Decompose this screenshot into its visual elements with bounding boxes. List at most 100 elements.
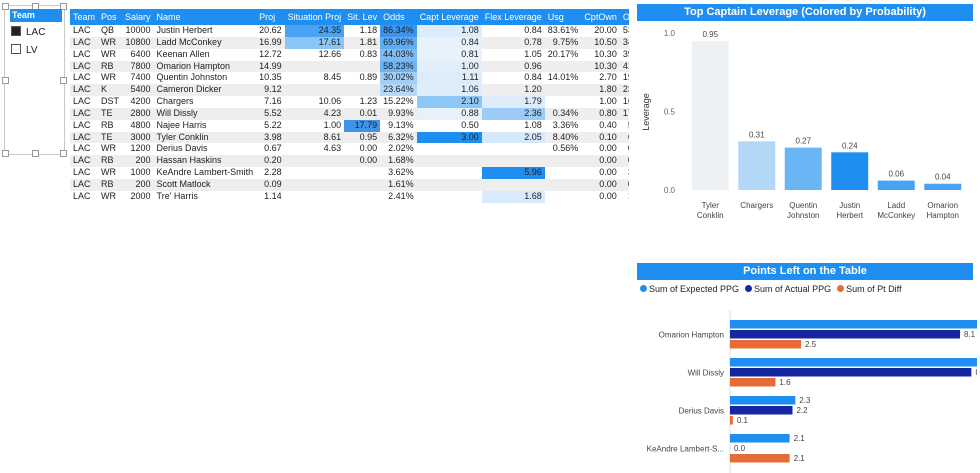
column-header[interactable]: Capt Leverage [416,9,482,25]
checkbox-checked-icon[interactable] [11,26,21,36]
table-row[interactable]: LAC WR 6400 Keenan Allen 12.72 12.66 0.83 44.03… [70,48,629,61]
table-row[interactable]: LAC K 5400 Cameron Dicker 9.12 23.64% 1.06 1.20… [70,84,629,97]
table-cell: LAC [73,119,91,130]
bar [730,358,977,367]
slicer-item-lv[interactable]: LV [11,44,38,58]
column-header[interactable]: Team [70,9,99,25]
table-cell: 14.99 [256,60,285,73]
bar [730,340,801,349]
table-row[interactable]: LAC RB 7800 Omarion Hampton 14.99 58.23% 1.00 0… [70,60,629,73]
table-cell: 4800 [130,119,151,130]
table-row[interactable]: LAC TE 2800 Will Dissly 5.52 4.23 0.01 9.93% 0.8… [70,107,629,120]
column-header[interactable]: Proj [256,9,285,25]
table-cell: 1.05 [524,48,542,59]
resize-handle[interactable] [60,3,67,10]
table-cell: RB [98,178,123,191]
table-row[interactable]: LAC QB 10000 Justin Herbert 20.62 24.35 1.18 86… [70,25,629,37]
table-cell: 0.56% [552,143,579,154]
table-row[interactable]: LAC WR 1000 KeAndre Lambert-Smith 2.28 3.62% 5… [70,167,629,179]
table-cell: Scott Matlock [153,178,257,191]
table-cell: LAC [70,84,99,97]
table-cell: WR [101,167,117,178]
table-cell: 0.40 [599,119,617,130]
legend-dot-icon [745,285,753,292]
checkbox-icon[interactable] [11,44,21,54]
resize-handle[interactable] [60,77,67,84]
column-header[interactable]: Own [619,9,629,25]
table-cell: Derius Davis [156,143,208,154]
x-tick-label: Ladd [887,201,905,210]
data-label: 1.6 [779,378,791,387]
legend-item[interactable]: Sum of Actual PPG [745,284,831,294]
table-cell: 1.79 [481,96,545,108]
x-tick-label: Chargers [740,201,773,210]
table-cell: 1.14 [264,190,282,201]
table-cell [545,167,582,179]
legend-item[interactable]: Sum of Pt Diff [837,284,901,294]
table-cell: WR [101,72,117,83]
x-tick-label: Tyler [702,201,720,210]
resize-handle[interactable] [2,150,9,157]
table-cell [344,84,381,97]
table-row[interactable]: LAC WR 1200 Derius Davis 0.67 4.63 0.00 2.02% 0.… [70,143,629,155]
bar [924,183,962,190]
table-cell: 0.67 [264,143,282,154]
table-row[interactable]: LAC DST 4200 Chargers 7.16 10.06 1.23 15.22% 2.1… [70,96,629,108]
resize-handle[interactable] [2,3,9,10]
resize-handle[interactable] [32,150,39,157]
resize-handle[interactable] [2,77,9,84]
column-header[interactable]: Flex Leverage [481,9,545,25]
table-cell: 0.83 [359,48,378,59]
column-header[interactable]: Situation Proj [284,9,345,25]
column-header[interactable]: CptOwn [581,9,620,25]
table-cell: 0.10 [581,131,620,144]
legend-item[interactable]: Sum of Expected PPG [640,284,739,294]
points-chart-legend: Sum of Expected PPG Sum of Actual PPG Sum … [640,284,907,296]
table-cell [284,84,345,97]
table-cell: 58.23% [380,60,417,73]
column-header[interactable]: Usg [544,9,582,25]
table-cell: 0.88 [416,107,482,120]
table-cell: 10.35 [259,72,282,83]
table-cell: 3.36% [552,119,579,130]
table-row[interactable]: LAC WR 7400 Quentin Johnston 10.35 8.45 0.89 30… [70,72,629,85]
data-label: 0.24 [842,141,858,150]
table-cell: LAC [73,72,91,83]
data-label: 0.1 [737,416,749,425]
legend-dot-icon [640,285,647,292]
table-cell: 0.80 [581,107,620,120]
table-cell: Cameron Dicker [153,84,257,97]
table-row[interactable]: LAC RB 4800 Najee Harris 5.22 1.00 17.79 9.13% 0… [70,119,629,132]
table-row[interactable]: LAC WR 2000 Tre' Harris 1.14 2.41% 1.68 0.001.1… [70,190,629,203]
slicer-item-lac[interactable]: LAC [11,26,45,40]
table-cell: 3.00 [416,131,482,144]
legend-label: Sum of Actual PPG [754,284,832,294]
column-header[interactable]: Name [153,9,257,25]
data-label: 0.0 [734,444,746,453]
bar [730,378,776,387]
table-cell: 20.17% [547,48,579,59]
table-cell: 3.98 [256,131,285,144]
table-cell: 8.61 [284,131,345,144]
table-cell: 0.00 [599,167,617,178]
bar [691,40,729,190]
table-cell: 7400 [130,72,151,83]
resize-handle[interactable] [60,150,67,157]
table-cell: 0.96 [481,60,545,73]
table-cell: 41.9( [619,60,629,73]
table-cell: 0.50 [461,119,479,130]
table-cell: 5.96 [481,167,545,179]
table-row[interactable]: LAC WR 10800 Ladd McConkey 16.99 17.61 1.81 69.… [70,36,629,49]
table-cell: 5.52 [256,107,285,120]
column-header[interactable]: Odds [380,9,417,25]
table-cell: 1.20 [481,84,545,97]
table-row[interactable]: LAC TE 3000 Tyler Conklin 3.98 8.61 0.95 6.32% 3… [70,131,629,144]
column-header[interactable]: Salary [122,9,154,25]
table-cell: LAC [70,155,99,168]
table-cell: 6.32% [380,131,417,144]
captain-chart-title: Top Captain Leverage (Colored by Probabi… [637,4,973,21]
column-header[interactable]: Sit. Lev [344,9,381,25]
column-header[interactable]: Pos [98,9,123,25]
